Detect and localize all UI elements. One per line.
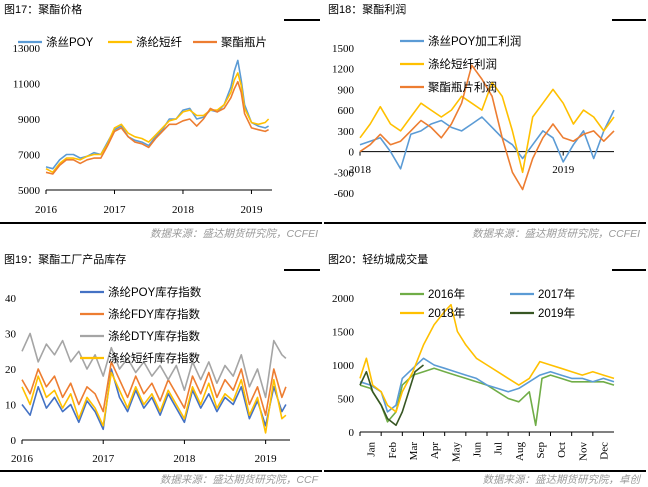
y-tick-label: 9000: [18, 114, 41, 126]
x-tick-label: 2019: [255, 453, 278, 465]
x-tick-label: Apr: [429, 442, 441, 459]
y-tick-label: 7000: [18, 150, 41, 162]
legend-label: 2017年: [538, 287, 575, 301]
source-note: 数据来源：盛达期货研究院，CCFEI: [472, 228, 640, 240]
legend-label: 2019年: [538, 306, 575, 320]
x-tick-label: Oct: [556, 442, 568, 458]
series-line-3: [21, 332, 287, 399]
series-line-3: [45, 80, 269, 175]
x-tick-label: Jul: [493, 442, 505, 455]
bottom-rule: [0, 222, 322, 224]
source-note: 数据来源：盛达期货研究院，CCFEI: [150, 228, 318, 240]
chart-title-price: 图17：聚酯价格: [4, 4, 83, 16]
y-tick-label: 11000: [13, 79, 41, 91]
x-tick-label: Jun: [471, 442, 483, 458]
legend-label: 涤纶POY库存指数: [108, 285, 202, 299]
chart-title-volume: 图20：轻纺城成交量: [328, 254, 429, 266]
y-tick-label: 40: [5, 293, 17, 305]
series-line-3: [359, 303, 615, 413]
y-tick-label: 13000: [13, 43, 41, 55]
legend-label: 涤纶短纤利润: [428, 57, 497, 71]
y-tick-label: 0: [11, 435, 17, 447]
chart-title-profit: 图18：聚酯利润: [328, 4, 407, 16]
x-tick-label: 2018: [173, 453, 196, 465]
legend-label: 涤纶短纤库存指数: [108, 351, 200, 365]
series-line-4: [21, 371, 287, 434]
title-rule: [284, 269, 320, 271]
panel-price: 图17：聚酯价格 5000 7000 9000 11000 13000 2016 2017 2…: [0, 0, 322, 243]
x-tick-label: 2017: [103, 204, 126, 216]
x-tick-label: 2016: [11, 453, 34, 465]
y-tick-label: 10: [5, 400, 17, 412]
bottom-rule: [324, 222, 646, 224]
y-tick-label: 600: [338, 105, 355, 117]
source-note: 数据来源：盛达期货研究院，卓创: [482, 474, 641, 486]
profit-chart: -600 -300 0 300 600 900 1200 1500 2018 2019 涤丝POY加…: [332, 34, 615, 200]
y-tick-label: 20: [5, 364, 17, 376]
x-tick-label: 2018: [172, 204, 195, 216]
y-tick-label: 1500: [332, 327, 355, 339]
chart-title-inventory: 图19：聚酯工厂产品库存: [4, 254, 127, 266]
series-line-1: [359, 109, 615, 170]
panel-profit: 图18：聚酯利润 -600 -300 0 300 600 900 1200 1500 2018 2…: [324, 0, 648, 243]
legend-label: 涤丝POY: [46, 35, 94, 49]
y-tick-label: 0: [349, 147, 355, 159]
series-line-3: [359, 64, 615, 191]
series-line-2: [21, 361, 287, 416]
series-line-1: [21, 368, 287, 431]
legend-label: 涤丝POY加工利润: [428, 34, 521, 48]
y-tick-label: -600: [334, 188, 355, 200]
x-tick-label: May: [450, 442, 462, 463]
x-tick-label: 2019: [552, 164, 575, 176]
legend-label: 涤纶FDY库存指数: [108, 307, 200, 321]
x-tick-label: Mar: [408, 442, 420, 461]
title-rule: [612, 19, 646, 21]
x-tick-label: Sep: [535, 442, 547, 459]
inventory-chart: 0 10 20 30 40 2016 2017 2018 2019 涤纶POY库存指数涤纶FDY库…: [5, 285, 290, 465]
x-tick-label: Feb: [387, 442, 399, 459]
x-tick-label: Dec: [598, 442, 610, 460]
panel-volume: 图20：轻纺城成交量 0 500 1000 1500 2000 Jan Feb Mar Apr M…: [324, 250, 648, 486]
bottom-rule: [324, 470, 646, 472]
y-tick-label: 30: [5, 329, 17, 341]
x-tick-label: 2016: [35, 204, 58, 216]
legend-label: 聚酯瓶片: [221, 35, 267, 49]
legend-label: 2018年: [428, 306, 465, 320]
source-note: 数据来源：盛达期货研究院，CCF: [159, 474, 318, 486]
y-tick-label: 900: [338, 84, 355, 96]
y-tick-label: 5000: [18, 185, 41, 197]
title-rule: [284, 19, 320, 21]
legend-label: 涤纶短纤: [136, 35, 182, 49]
x-tick-label: 2019: [240, 204, 263, 216]
legend-label: 涤纶DTY库存指数: [108, 329, 200, 343]
y-tick-label: 2000: [332, 293, 355, 305]
y-tick-label: 1500: [332, 43, 355, 55]
bottom-rule: [0, 470, 322, 472]
y-tick-label: 0: [349, 427, 355, 439]
y-tick-label: -300: [334, 167, 355, 179]
y-tick-label: 300: [338, 126, 355, 138]
series-line-4: [359, 364, 424, 427]
price-chart: 5000 7000 9000 11000 13000 2016 2017 2018 2019 涤丝…: [13, 35, 272, 216]
legend-label: 2016年: [428, 287, 465, 301]
title-rule: [612, 269, 646, 271]
series-line-2: [45, 72, 270, 174]
y-tick-label: 500: [338, 394, 355, 406]
y-tick-label: 1200: [332, 64, 355, 76]
x-tick-label: Nov: [577, 442, 589, 461]
series-line-2: [359, 357, 615, 413]
legend-label: 聚酯瓶片利润: [428, 80, 497, 94]
y-tick-label: 1000: [332, 360, 355, 372]
panel-inventory: 图19：聚酯工厂产品库存 0 10 20 30 40 2016 2017 2018 2019 涤纶…: [0, 250, 322, 486]
x-tick-label: Jan: [366, 442, 378, 457]
x-tick-label: 2017: [92, 453, 115, 465]
volume-chart: 0 500 1000 1500 2000 Jan Feb Mar Apr May Jun Jul Aug…: [332, 287, 615, 463]
series-line-2: [359, 81, 615, 174]
x-tick-label: 2018: [349, 164, 372, 176]
x-tick-label: Aug: [514, 442, 526, 461]
